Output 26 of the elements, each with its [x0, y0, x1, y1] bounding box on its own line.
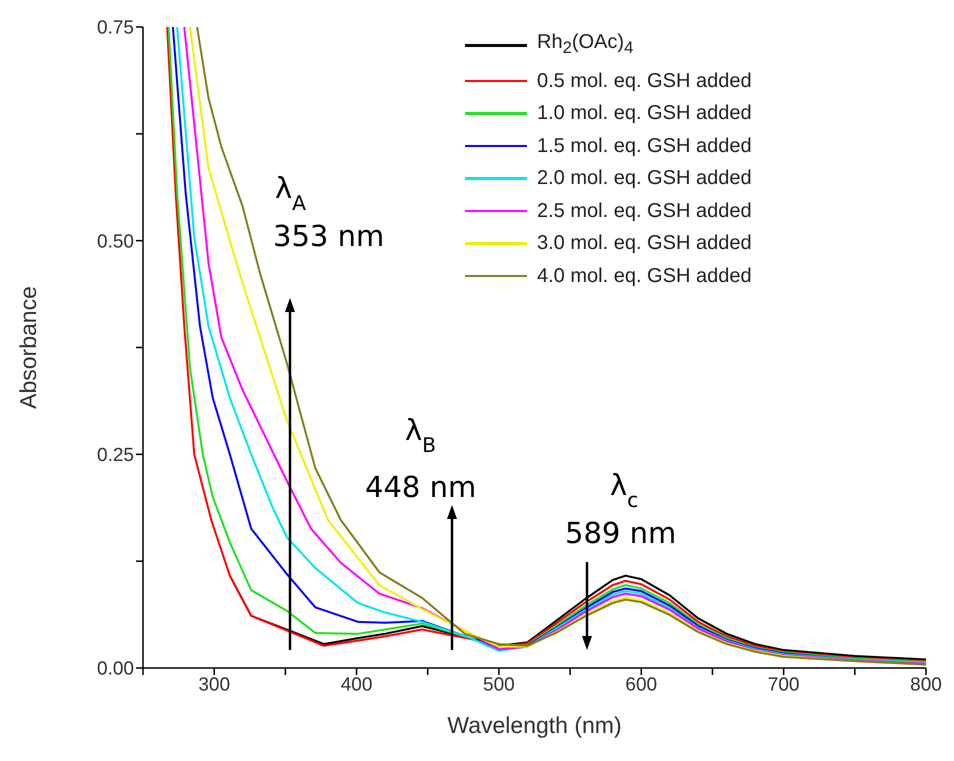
- y-tick-label: 0.75: [97, 18, 134, 39]
- y-tick-label: 0.25: [97, 445, 134, 466]
- annotation: λ$_{A}$: [275, 171, 306, 215]
- legend-label: 0.5 mol. eq. GSH added: [537, 68, 752, 94]
- annotation: 448 nm: [365, 470, 476, 504]
- annotation: 589 nm: [565, 516, 676, 550]
- y-tick-label: 0.00: [97, 658, 134, 680]
- annotation: λ$_{c}$: [610, 468, 638, 512]
- legend-label: Rh$_{2}$(OAc)$_{4}$: [537, 30, 634, 59]
- legend-label: 1.0 mol. eq. GSH added: [537, 101, 752, 126]
- legend-label: 2.5 mol. eq. GSH added: [537, 198, 752, 224]
- annotation: 353 nm: [273, 219, 384, 253]
- legend-label: 1.5 mol. eq. GSH added: [537, 134, 752, 158]
- legend-label: 4.0 mol. eq. GSH added: [537, 264, 752, 288]
- x-tick-label: 700: [768, 674, 800, 696]
- x-tick-label: 300: [198, 674, 230, 696]
- x-tick-label: 500: [483, 674, 515, 696]
- x-axis-title: Wavelength (nm): [447, 712, 622, 738]
- x-tick-label: 400: [340, 674, 372, 696]
- x-tick-label: 600: [625, 674, 658, 696]
- y-axis-title: Absorbance: [15, 286, 42, 409]
- x-tick-label: 800: [910, 674, 942, 696]
- legend-label: 3.0 mol. eq. GSH added: [537, 231, 752, 256]
- legend-label: 2.0 mol. eq. GSH added: [537, 166, 752, 191]
- annotation: λ$_{B}$: [405, 413, 436, 457]
- y-tick-label: 0.50: [97, 231, 134, 252]
